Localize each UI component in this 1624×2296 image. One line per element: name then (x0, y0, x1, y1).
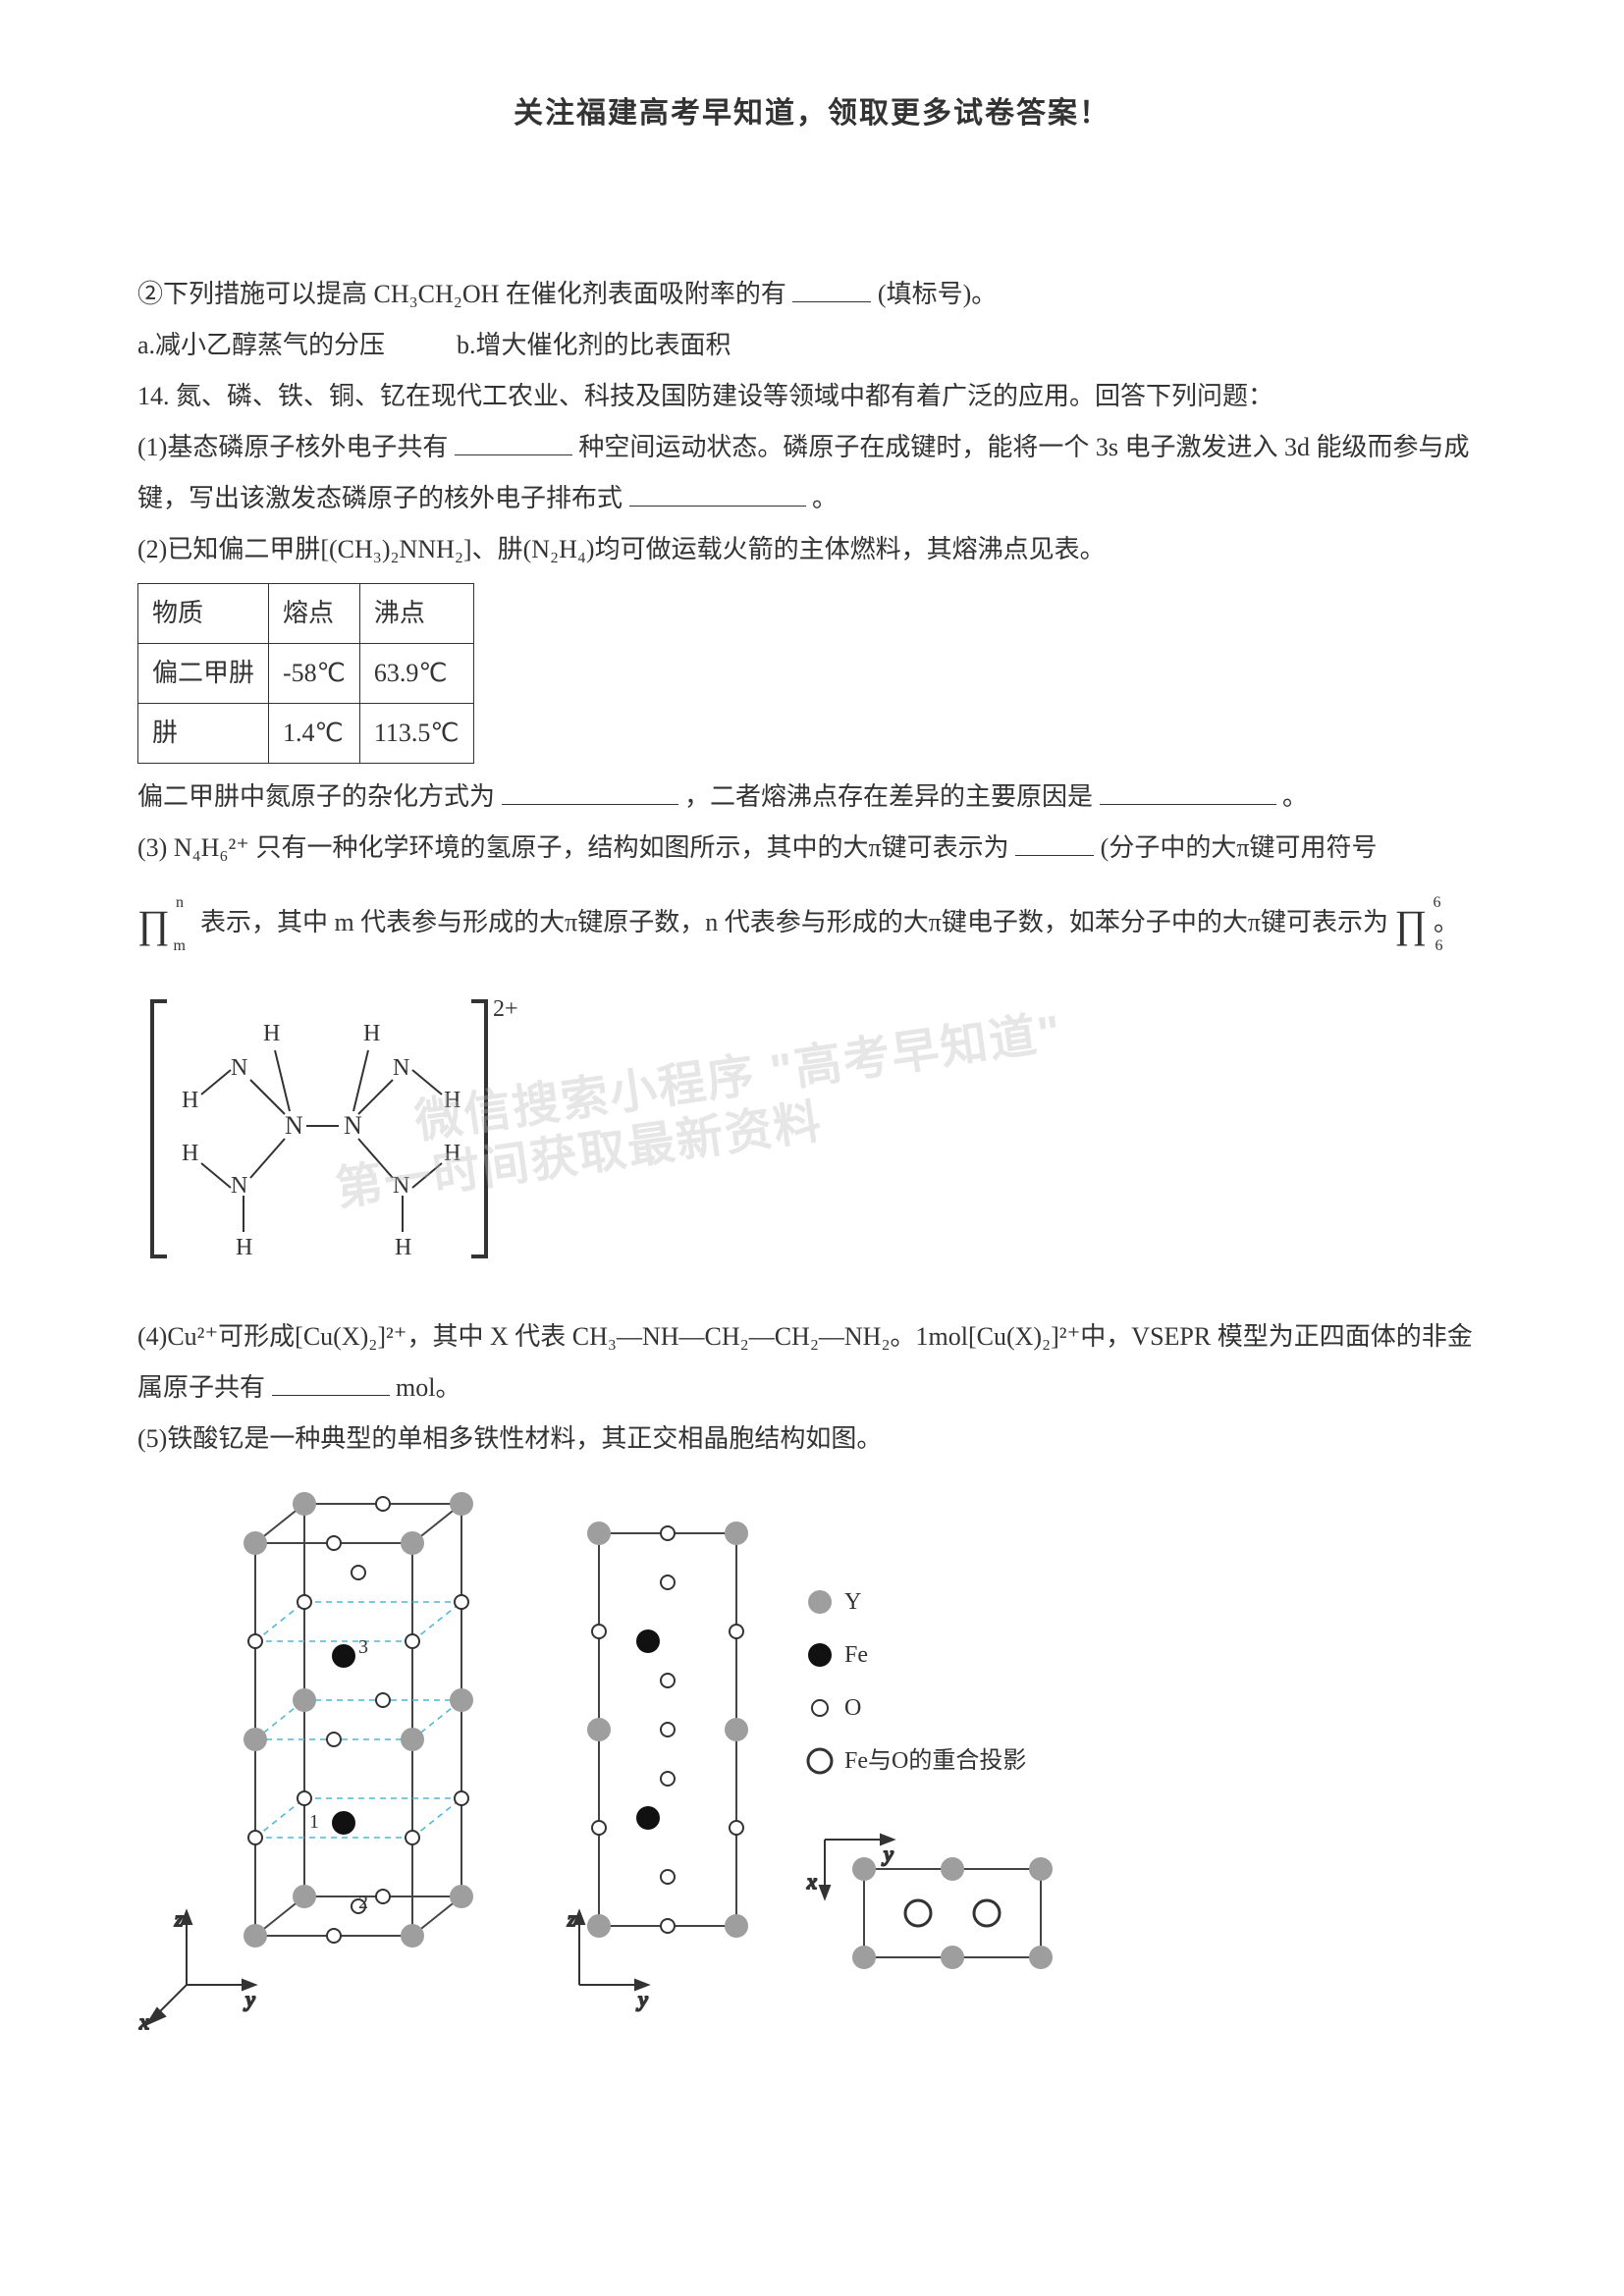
svg-text:H: H (395, 1235, 411, 1260)
pi-n: n (176, 887, 184, 919)
n4h6-structure: 2+ N N N N N N H H (137, 982, 1487, 1294)
page-header: 关注福建高考早知道，领取更多试卷答案！ (137, 88, 1487, 132)
td: 偏二甲肼 (138, 644, 269, 704)
legend-fe: Fe (805, 1631, 1060, 1679)
table-row: 肼 1.4℃ 113.5℃ (138, 704, 474, 764)
q14-p3b: (分子中的大π键可用符号 (1101, 833, 1378, 862)
q14-p1: (1)基态磷原子核外电子共有 种空间运动状态。磷原子在成键时，能将一个 3s 电… (137, 422, 1487, 524)
q14-p2c: 。 (1282, 782, 1308, 811)
td: 63.9℃ (359, 644, 473, 704)
svg-text:y: y (244, 1987, 255, 2011)
q13-blank (792, 273, 871, 302)
q14-p1c: 。 (812, 484, 838, 512)
legend-o-label: O (844, 1684, 861, 1732)
q14-p2-blank1 (502, 775, 678, 805)
pi-symbol-example: ∏ 6 6 (1395, 885, 1428, 964)
svg-text:y: y (882, 1842, 893, 1866)
crystal-top-projection: y x (805, 1820, 1060, 1987)
q13-line: ②下列措施可以提高 CH₃CH₂OH 在催化剂表面吸附率的有 (填标号)。 (137, 269, 1487, 320)
structure-svg: 2+ N N N N N N H H (137, 982, 550, 1276)
svg-text:N: N (231, 1173, 247, 1199)
legend-y-label: Y (844, 1578, 861, 1626)
q14-p2-intro: (2)已知偏二甲肼[(CH₃)₂NNH₂]、肼(N₂H₄)均可做运载火箭的主体燃… (137, 524, 1487, 575)
svg-text:N: N (393, 1055, 409, 1081)
page-root: 关注福建高考早知道，领取更多试卷答案！ ②下列措施可以提高 CH₃CH₂OH 在… (0, 0, 1624, 2296)
q14-p3-line2: ∏ n m 表示，其中 m 代表参与形成的大π键原子数，n 代表参与形成的大π键… (137, 885, 1487, 964)
svg-text:2: 2 (358, 1892, 368, 1913)
q14-p3-blank (1015, 827, 1094, 856)
pi-symbol-generic: ∏ n m (137, 885, 170, 964)
td: -58℃ (269, 644, 360, 704)
crystal-figure: z y x (137, 1484, 1487, 2034)
svg-text:N: N (393, 1173, 409, 1199)
svg-text:y: y (636, 1987, 648, 2011)
charge-label: 2+ (493, 996, 518, 1022)
svg-text:N: N (285, 1111, 303, 1140)
svg-text:H: H (182, 1141, 198, 1166)
svg-text:z: z (174, 1906, 184, 1931)
q14-p2b: ，二者熔沸点存在差异的主要原因是 (684, 782, 1093, 811)
q13-text: ②下列措施可以提高 CH₃CH₂OH 在催化剂表面吸附率的有 (137, 280, 786, 308)
pi-ex-n: 6 (1433, 887, 1440, 919)
legend-o: O (805, 1684, 1060, 1732)
legend-overlap: Fe与O的重合投影 (805, 1737, 1060, 1785)
q14-p2-line: 偏二甲肼中氮原子的杂化方式为 ，二者熔沸点存在差异的主要原因是 。 (137, 772, 1487, 823)
td: 113.5℃ (359, 704, 473, 764)
body: ②下列措施可以提高 CH₃CH₂OH 在催化剂表面吸附率的有 (填标号)。 a.… (137, 269, 1487, 2034)
crystal-3d-svg: z y x (137, 1484, 511, 2034)
th-1: 熔点 (269, 584, 360, 644)
q14-p2a: 偏二甲肼中氮原子的杂化方式为 (137, 782, 495, 811)
q13-options: a.减小乙醇蒸气的分压 b.增大催化剂的比表面积 (137, 320, 1487, 371)
th-2: 沸点 (359, 584, 473, 644)
crystal-legend-block: Y Fe O Fe与O的重合投影 (805, 1573, 1060, 2004)
q14-p3a: (3) N₄H₆²⁺ 只有一种化学环境的氢原子，结构如图所示，其中的大π键可表示… (137, 833, 1009, 862)
table-row: 偏二甲肼 -58℃ 63.9℃ (138, 644, 474, 704)
crystal-2d-svg: z y (550, 1484, 766, 2034)
q13-opt-a: a.减小乙醇蒸气的分压 (137, 331, 385, 359)
legend-overlap-label: Fe与O的重合投影 (844, 1737, 1026, 1785)
svg-text:1: 1 (309, 1811, 319, 1833)
q13-tail: (填标号)。 (878, 280, 997, 308)
q14-p5: (5)铁酸钇是一种典型的单相多铁性材料，其正交相晶胞结构如图。 (137, 1414, 1487, 1465)
q14-p2-blank2 (1100, 775, 1276, 805)
legend-y: Y (805, 1578, 1060, 1626)
pi-m: m (173, 931, 185, 962)
svg-text:H: H (444, 1088, 460, 1113)
svg-text:H: H (444, 1141, 460, 1166)
svg-text:H: H (363, 1021, 380, 1046)
svg-text:x: x (806, 1869, 817, 1894)
q14-p1a: (1)基态磷原子核外电子共有 (137, 433, 448, 461)
th-0: 物质 (138, 584, 269, 644)
q13-opt-b: b.增大催化剂的比表面积 (457, 331, 731, 359)
svg-text:z: z (567, 1906, 576, 1931)
header-title: 关注福建高考早知道，领取更多试卷答案！ (514, 97, 1110, 130)
svg-text:H: H (263, 1021, 280, 1046)
pi-ex-m: 6 (1435, 931, 1442, 962)
q14-table: 物质 熔点 沸点 偏二甲肼 -58℃ 63.9℃ 肼 1.4℃ 113.5℃ (137, 583, 474, 764)
svg-text:H: H (182, 1088, 198, 1113)
svg-text:H: H (236, 1235, 252, 1260)
q14-p4b: mol。 (396, 1373, 460, 1402)
legend-fe-label: Fe (844, 1631, 868, 1679)
q14-p4-blank (272, 1366, 390, 1396)
svg-text:x: x (138, 2009, 149, 2034)
td: 1.4℃ (269, 704, 360, 764)
svg-text:3: 3 (358, 1636, 368, 1658)
q14-p1-blank2 (629, 477, 806, 507)
svg-text:N: N (231, 1055, 247, 1081)
q14-p3c: 表示，其中 m 代表参与形成的大π键原子数，n 代表参与形成的大π键电子数，如苯… (200, 908, 1395, 936)
q14-intro: 14. 氮、磷、铁、铜、钇在现代工农业、科技及国防建设等领域中都有着广泛的应用。… (137, 371, 1487, 422)
table-header-row: 物质 熔点 沸点 (138, 584, 474, 644)
td: 肼 (138, 704, 269, 764)
q14-p3-line1: (3) N₄H₆²⁺ 只有一种化学环境的氢原子，结构如图所示，其中的大π键可表示… (137, 823, 1487, 874)
q14-p4: (4)Cu²⁺可形成[Cu(X)₂]²⁺，其中 X 代表 CH₃—NH—CH₂—… (137, 1311, 1487, 1414)
q14-p1-blank1 (455, 426, 572, 455)
svg-text:N: N (344, 1111, 362, 1140)
